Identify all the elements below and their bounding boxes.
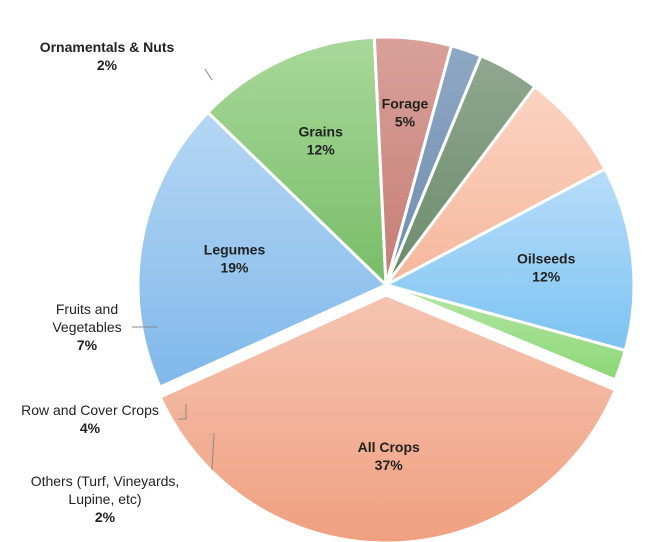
- pie-slice-all-crops: [158, 293, 617, 542]
- slice-value-label: 19%: [220, 260, 249, 276]
- leader-lines: [132, 68, 215, 471]
- slice-value-label: 2%: [95, 509, 116, 525]
- slice-name-label: Forage: [382, 95, 429, 111]
- slice-name-label: Oilseeds: [517, 250, 576, 266]
- slice-value-label: 12%: [307, 141, 336, 157]
- slice-label-others-turf-vineyards-lupine-etc: Others (Turf, Vineyards, Lupine, etc) 2%: [31, 473, 180, 525]
- pie-slice-ornamentals-nuts: [384, 283, 627, 382]
- slice-label-oilseeds: Oilseeds 12%: [517, 250, 576, 284]
- slice-label-row-and-cover-crops: Row and Cover Crops 4%: [21, 402, 159, 436]
- slice-name-label: Grains: [299, 123, 344, 139]
- pie-slice-grains: [206, 35, 388, 287]
- pie-slice-fruits-and-vegetables: [384, 85, 607, 287]
- slice-name-label: Ornamentals & Nuts: [40, 39, 175, 55]
- slice-name-label: Row and Cover Crops: [21, 402, 159, 418]
- slice-value-label: 4%: [80, 420, 101, 436]
- slice-labels: All Crops 37% Legumes 19% Grains 12% Forage 5% O…: [21, 39, 575, 525]
- slice-label-ornamentals-nuts: Ornamentals & Nuts 2%: [40, 39, 175, 73]
- leader-line-ornamentals-nuts: [204, 68, 213, 81]
- pie-slices: [136, 35, 636, 542]
- slice-name-label: Fruits and: [56, 301, 118, 317]
- slice-label-grains: Grains 12%: [299, 123, 344, 157]
- pie-slice-oilseeds: [384, 167, 636, 352]
- slice-value-label: 37%: [375, 457, 404, 473]
- slice-value-label: 12%: [532, 268, 561, 284]
- slice-value-label: 5%: [395, 113, 416, 129]
- slice-label-fruits-and-vegetables: Fruits and Vegetables 7%: [52, 301, 121, 353]
- slice-label-legumes: Legumes 19%: [204, 242, 266, 276]
- slice-label-forage: Forage 5%: [382, 95, 429, 129]
- slice-name-label: All Crops: [358, 439, 420, 455]
- slice-name-label: Lupine, etc): [68, 491, 141, 507]
- slice-name-label: Others (Turf, Vineyards,: [31, 473, 180, 489]
- slice-value-label: 2%: [97, 57, 118, 73]
- slice-label-all-crops: All Crops 37%: [358, 439, 420, 473]
- leader-line-others-turf-vineyards-lupine-etc: [211, 432, 215, 471]
- slice-value-label: 7%: [77, 337, 98, 353]
- slice-name-label: Vegetables: [52, 319, 121, 335]
- slice-name-label: Legumes: [204, 242, 266, 258]
- leader-line-row-and-cover-crops: [178, 404, 187, 420]
- pie-slice-legumes: [136, 110, 388, 389]
